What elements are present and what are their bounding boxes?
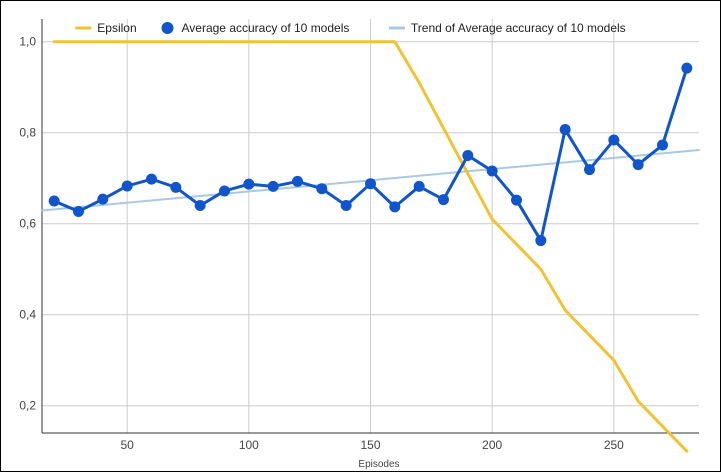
- accuracy-point: [219, 185, 230, 197]
- accuracy-point: [316, 183, 328, 195]
- accuracy-point: [486, 165, 498, 177]
- accuracy-point: [438, 194, 449, 206]
- legend-label-epsilon: Epsilon: [97, 21, 136, 35]
- accuracy-point: [559, 124, 571, 136]
- accuracy-point: [170, 181, 182, 193]
- y-tick-label: 0,8: [19, 126, 36, 140]
- accuracy-point: [535, 235, 547, 247]
- accuracy-point: [73, 205, 84, 217]
- x-tick-label: 50: [120, 438, 134, 452]
- accuracy-point: [194, 200, 206, 212]
- accuracy-point: [584, 164, 595, 176]
- y-tick-label: 0,6: [19, 217, 36, 231]
- x-tick-label: 200: [482, 438, 502, 452]
- accuracy-point: [97, 193, 109, 205]
- accuracy-point: [413, 180, 425, 192]
- accuracy-point: [121, 180, 133, 192]
- accuracy-point: [608, 134, 620, 146]
- grid-layer: [42, 19, 699, 433]
- legend-label-trend: Trend of Average accuracy of 10 models: [411, 21, 626, 35]
- accuracy-point: [462, 149, 474, 161]
- accuracy-point: [267, 180, 279, 192]
- accuracy-point: [146, 173, 157, 185]
- x-tick-label: 250: [604, 438, 624, 452]
- y-tick-label: 0,4: [19, 308, 36, 322]
- axes-layer: 0,2 0,4 0,6 0,8 1,0 50 100 150 200 250: [19, 19, 699, 452]
- accuracy-point: [389, 201, 401, 213]
- legend-label-accuracy: Average accuracy of 10 models: [182, 21, 350, 35]
- accuracy-point: [511, 194, 522, 206]
- epsilon-series-line: [52, 40, 689, 453]
- accuracy-point: [632, 159, 644, 171]
- accuracy-point: [48, 195, 60, 207]
- accuracy-point: [657, 139, 668, 151]
- y-tick-label: 1,0: [19, 35, 36, 49]
- x-tick-label: 150: [360, 438, 380, 452]
- x-axis-title: Episodes: [358, 459, 399, 470]
- legend-marker-accuracy: [161, 22, 174, 34]
- accuracy-point: [365, 178, 376, 190]
- series-layer: [41, 40, 700, 453]
- y-tick-label: 0,2: [19, 399, 36, 413]
- legend-layer: Epsilon Average accuracy of 10 models Tren…: [75, 21, 626, 35]
- accuracy-point: [243, 178, 255, 190]
- accuracy-point: [292, 175, 303, 187]
- accuracy-point: [340, 200, 352, 212]
- accuracy-point: [681, 62, 693, 74]
- x-tick-label: 100: [239, 438, 259, 452]
